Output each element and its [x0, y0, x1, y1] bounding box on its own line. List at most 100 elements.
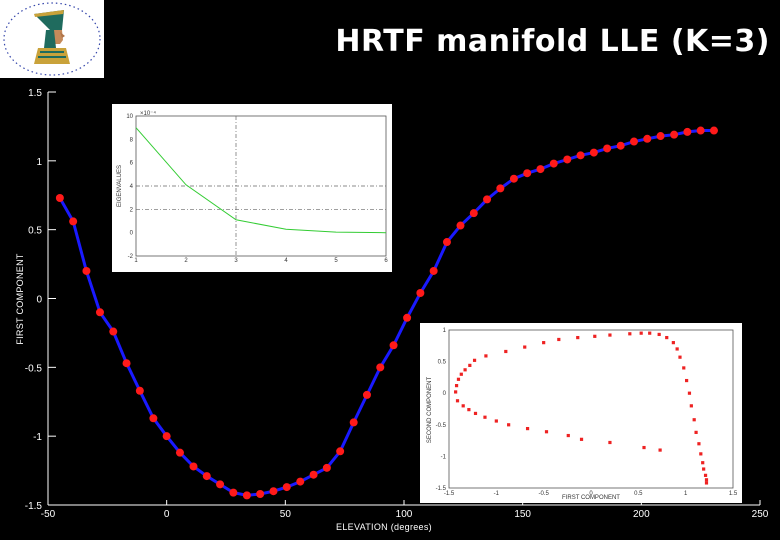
- inset-data-point: [507, 423, 511, 427]
- data-point: [670, 130, 679, 139]
- x-tick-label: -50: [41, 509, 56, 520]
- inset-data-point: [658, 448, 662, 452]
- data-point: [576, 151, 585, 160]
- data-point: [349, 418, 358, 427]
- inset-data-point: [484, 354, 488, 358]
- inset-y-tick-label: 6: [130, 161, 134, 167]
- data-point: [322, 463, 331, 472]
- data-point: [616, 141, 625, 150]
- inset-x-axis-label: FIRST COMPONENT: [562, 495, 620, 501]
- inset-x-tick-label: 5: [334, 258, 338, 264]
- data-point: [709, 126, 718, 135]
- y-tick-label: 1: [36, 157, 42, 168]
- inset-frame: [448, 329, 734, 489]
- data-point: [683, 127, 692, 136]
- inset-series-line: [135, 127, 387, 234]
- inset-x-tick-label: 1: [684, 491, 688, 497]
- inset-data-point: [468, 363, 472, 367]
- inset-x-tick-label: 4: [284, 258, 288, 264]
- inset-data-point: [665, 335, 669, 340]
- data-point: [135, 386, 144, 395]
- inset-x-tick-label: 1: [134, 258, 138, 264]
- inset-data-point: [685, 378, 689, 383]
- data-point: [162, 432, 171, 441]
- x-tick-label: 50: [280, 509, 292, 520]
- y-tick-label: -1.5: [25, 501, 43, 512]
- inset-data-point: [472, 358, 477, 362]
- inset-data-point: [473, 411, 478, 416]
- y-tick-label: 1.5: [28, 88, 42, 99]
- data-point: [442, 238, 451, 247]
- inset-data-point: [494, 419, 498, 423]
- x-axis-label: ELEVATION (degrees): [336, 522, 432, 532]
- data-point: [469, 209, 478, 218]
- main-plot: [55, 126, 718, 500]
- inset-x-tick-label: 0.5: [634, 491, 643, 497]
- inset-data-point: [701, 461, 705, 465]
- inset-data-point: [454, 384, 459, 388]
- inset-data-point: [542, 341, 546, 345]
- inset-y-tick-label: -1.5: [436, 486, 447, 492]
- main-axes: -50 0 50 100 150 200 250-1.5-1-0.500.511.5ELEV…: [15, 88, 769, 532]
- inset-data-point: [483, 415, 487, 419]
- data-point: [229, 488, 238, 497]
- inset-y-tick-label: -0.5: [436, 423, 447, 429]
- inset-data-point: [692, 418, 696, 422]
- x-tick-label: 0: [164, 509, 170, 520]
- inset-x-tick-label: 2: [184, 258, 188, 264]
- inset-data-point: [454, 390, 458, 394]
- inset-data-point: [608, 333, 612, 337]
- data-point: [55, 194, 64, 203]
- inset-data-point: [642, 445, 646, 450]
- y-tick-label: 0.5: [28, 226, 42, 237]
- inset-data-point: [704, 481, 709, 485]
- data-point: [696, 126, 705, 135]
- data-point: [362, 390, 371, 399]
- inset-multiplier: ×10⁻⁴: [140, 110, 156, 117]
- inset-data-point: [463, 368, 467, 372]
- inset-data-point: [702, 467, 706, 471]
- logo-panel: [0, 0, 104, 78]
- y-axis-label: FIRST COMPONENT: [15, 253, 25, 345]
- inset-data-point: [697, 442, 701, 446]
- data-point: [376, 363, 385, 372]
- data-point: [82, 266, 91, 275]
- inset-data-point: [694, 430, 698, 434]
- y-tick-label: 0: [36, 295, 42, 306]
- inset-data-point: [557, 337, 561, 342]
- data-point: [656, 132, 665, 141]
- data-point: [429, 266, 438, 275]
- nefertiti-bust-icon: [3, 2, 101, 76]
- data-point: [403, 313, 412, 322]
- inset-data-point: [523, 345, 527, 349]
- inset-y-axis-label: EIGENVALUES: [117, 165, 123, 207]
- data-point: [242, 491, 251, 500]
- x-tick-label: 150: [514, 509, 531, 520]
- inset-background: [420, 323, 742, 503]
- inset-x-tick-label: 0: [589, 491, 593, 497]
- data-point: [189, 462, 198, 471]
- inset-data-point: [678, 355, 682, 359]
- data-point: [629, 137, 638, 146]
- inset-data-point: [675, 347, 679, 351]
- data-point: [563, 155, 572, 164]
- inset-y-tick-label: 0.5: [438, 360, 447, 366]
- data-point: [309, 470, 318, 479]
- data-point: [109, 327, 118, 336]
- inset-x-tick-label: 6: [384, 258, 388, 264]
- inset-x-tick-label: -1: [494, 491, 500, 497]
- inset-data-point: [544, 430, 549, 434]
- data-point: [496, 184, 505, 193]
- data-point: [122, 359, 131, 368]
- x-tick-label: 100: [396, 509, 413, 520]
- inset-data-point: [461, 404, 465, 408]
- data-point: [549, 159, 558, 168]
- inset-data-point: [703, 473, 708, 477]
- inset-data-point: [566, 433, 570, 438]
- data-point: [456, 221, 465, 230]
- inset-data-point: [699, 452, 703, 456]
- inset-x-tick-label: 3: [234, 258, 238, 264]
- data-point: [256, 489, 265, 498]
